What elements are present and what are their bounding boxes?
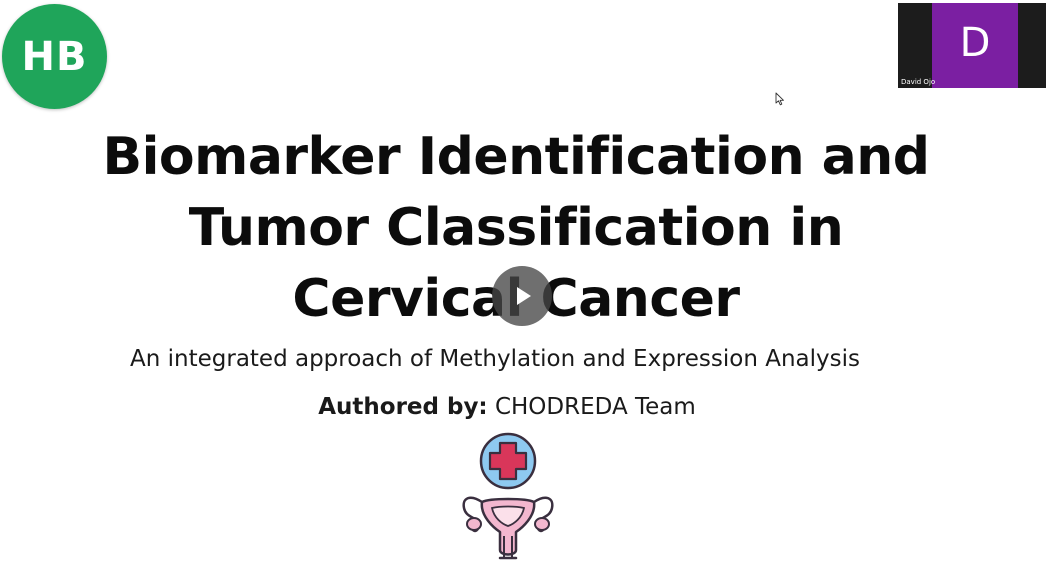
slide-title-line-2: Tumor Classification in — [188, 198, 844, 258]
self-avatar[interactable]: HB — [2, 4, 107, 109]
participant-avatar: D — [932, 3, 1018, 88]
slide-authors: Authored by: CHODREDA Team — [0, 392, 1014, 422]
participant-video-tile[interactable]: D David Ojo — [898, 3, 1046, 88]
self-avatar-initials: HB — [21, 33, 88, 80]
play-icon — [517, 287, 531, 305]
participant-name: David Ojo — [901, 78, 936, 86]
participant-initial: D — [959, 19, 991, 66]
slide-title: Biomarker Identification and Tumor Class… — [0, 122, 1032, 335]
slide-title-line-1: Biomarker Identification and — [102, 127, 930, 187]
mouse-cursor-icon — [775, 92, 784, 106]
authored-by-value: CHODREDA Team — [487, 394, 696, 420]
uterus-medical-icon — [462, 432, 554, 560]
slide-subtitle: An integrated approach of Methylation an… — [130, 346, 860, 372]
authored-by-label: Authored by: — [318, 394, 488, 420]
play-button[interactable] — [492, 266, 552, 326]
